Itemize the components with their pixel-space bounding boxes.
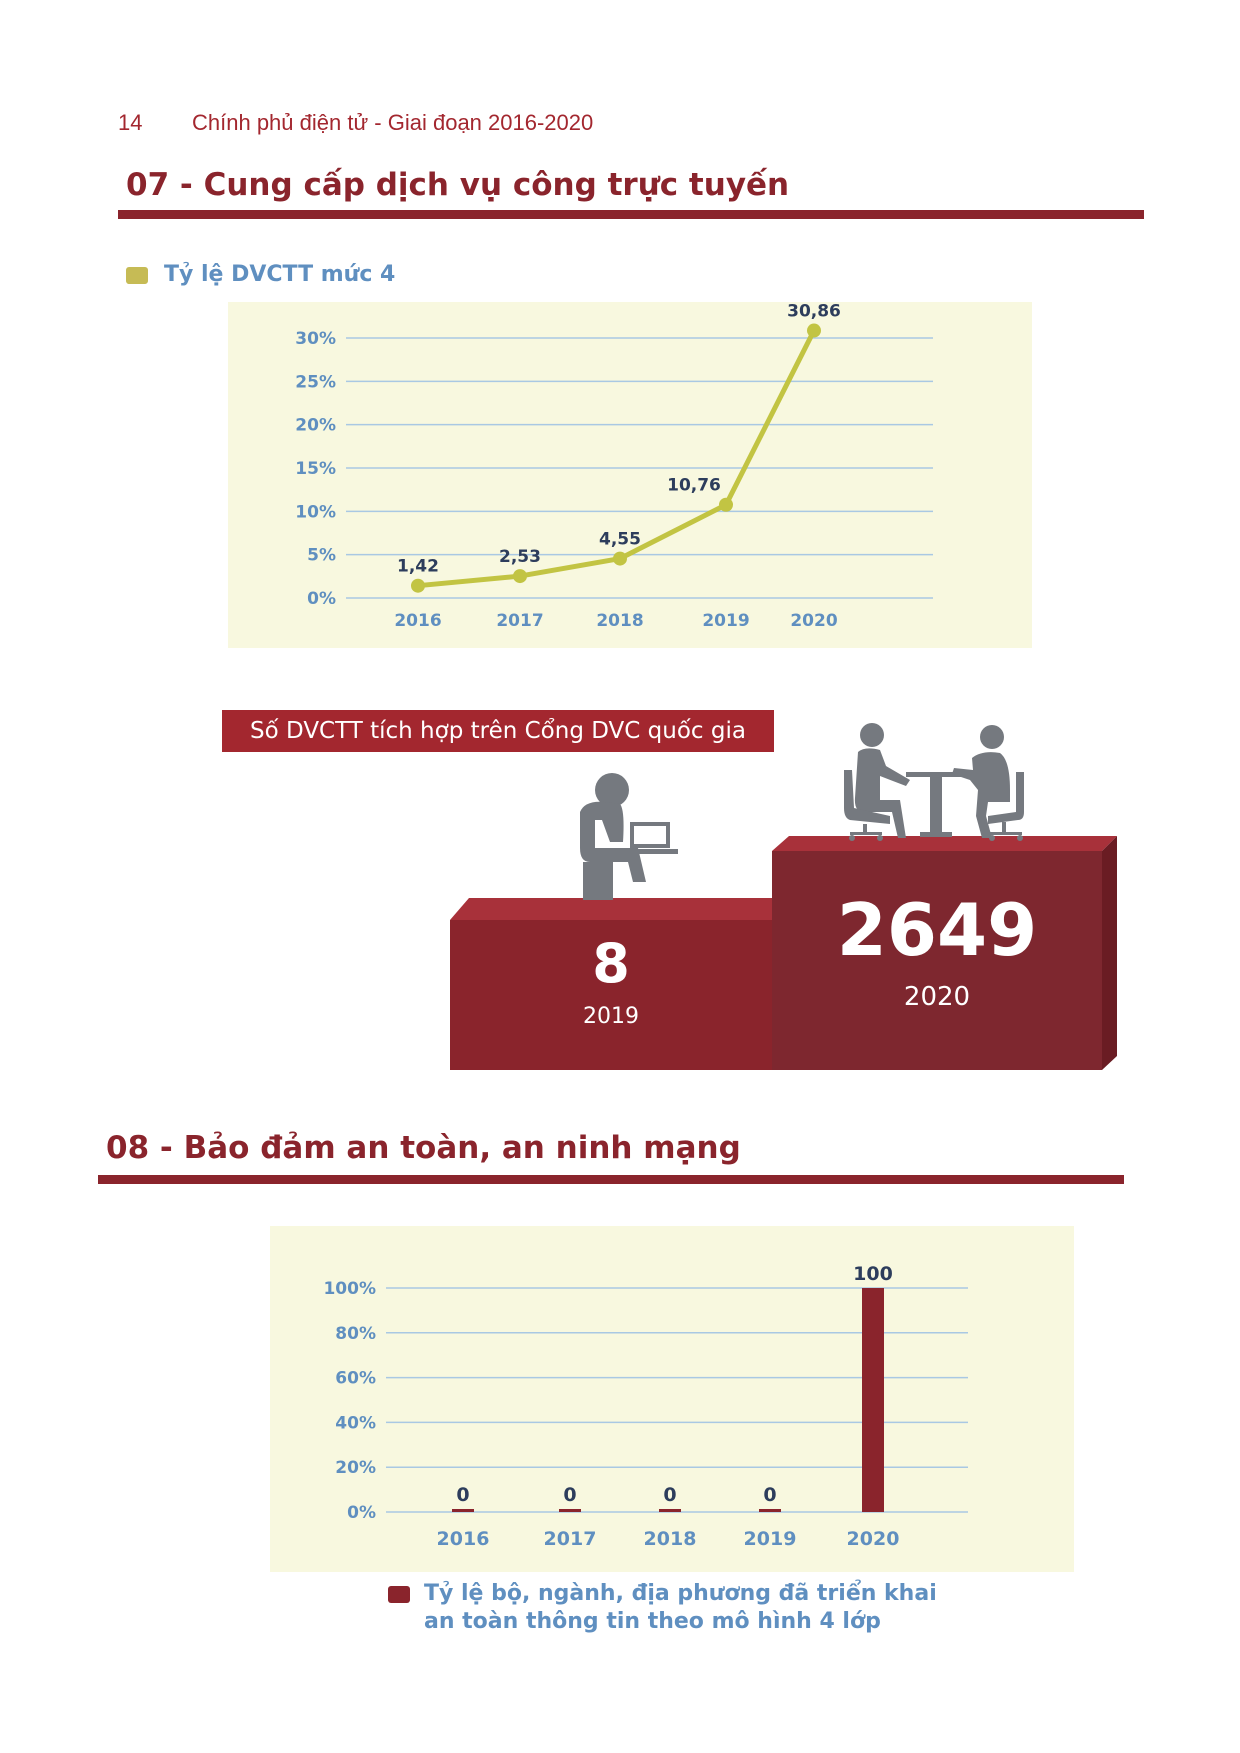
line-chart-x-tick: 2020 xyxy=(790,611,837,631)
bar-chart-y-tick: 80% xyxy=(335,1324,376,1344)
bar-chart-data-label: 0 xyxy=(663,1484,676,1506)
line-chart-x-tick: 2016 xyxy=(394,611,441,631)
bar-chart-data-label: 0 xyxy=(563,1484,576,1506)
legend-swatch xyxy=(126,266,148,284)
bar-chart-data-label: 0 xyxy=(456,1484,469,1506)
document-title: Chính phủ điện tử - Giai đoạn 2016-2020 xyxy=(192,110,594,135)
line-chart-data-label: 10,76 xyxy=(667,476,721,496)
bar-chart-x-tick: 2020 xyxy=(847,1528,900,1550)
line-chart-data-label: 4,55 xyxy=(599,530,641,550)
line-chart-background xyxy=(228,302,1032,648)
line-chart-y-tick: 5% xyxy=(307,546,336,566)
podium-left-top xyxy=(450,898,772,920)
podium-2020-year: 2020 xyxy=(903,982,971,1012)
podium-right-top xyxy=(772,836,1117,851)
line-chart-y-tick: 0% xyxy=(307,589,336,609)
podium-graphic xyxy=(450,723,1117,1070)
page-number: 14 xyxy=(118,110,143,135)
bar-chart-y-tick: 0% xyxy=(347,1503,376,1523)
line-chart-point xyxy=(807,323,821,338)
podium-left-block xyxy=(450,920,772,1070)
bar-chart-bar xyxy=(559,1509,581,1512)
line-chart-legend: Tỷ lệ DVCTT mức 4 xyxy=(126,262,395,287)
bar-chart-bar xyxy=(759,1509,781,1512)
podium-right-block xyxy=(772,851,1102,1070)
bar-chart: 0% 20% 40% 60% 80% 100% 2016 2017 2018 2019 2020 0 0… xyxy=(323,1263,968,1550)
bar-chart-bar xyxy=(862,1288,884,1512)
line-chart-y-tick: 25% xyxy=(295,372,336,392)
bar-chart-background xyxy=(270,1226,1074,1572)
podium-2019-value: 8 xyxy=(592,932,630,995)
bar-chart-legend-line-2: an toàn thông tin theo mô hình 4 lớp xyxy=(424,1609,881,1634)
bar-chart-data-label: 100 xyxy=(853,1263,893,1285)
podium-2019-year: 2019 xyxy=(583,1004,639,1029)
line-chart-data-label: 2,53 xyxy=(499,547,541,567)
line-chart-legend-label: Tỷ lệ DVCTT mức 4 xyxy=(164,262,396,287)
line-chart-y-tick: 20% xyxy=(295,416,336,436)
podium-right-side xyxy=(1102,836,1117,1070)
podium-2020-value: 2649 xyxy=(836,888,1038,972)
line-chart-point xyxy=(411,578,425,593)
podium-title-badge: Số DVCTT tích hợp trên Cổng DVC quốc gia xyxy=(222,710,774,752)
section-07-title: 07 - Cung cấp dịch vụ công trực tuyến xyxy=(126,167,790,203)
line-chart-point xyxy=(513,569,527,584)
bar-chart-y-tick: 20% xyxy=(335,1458,376,1478)
bar-chart-x-tick: 2016 xyxy=(437,1528,490,1550)
person-at-computer-icon xyxy=(580,773,678,900)
legend-swatch xyxy=(388,1586,410,1603)
line-chart-data-label: 30,86 xyxy=(787,302,841,322)
two-people-meeting-icon xyxy=(844,723,1024,841)
line-chart-x-tick: 2019 xyxy=(702,611,749,631)
bar-chart-legend-line-1: Tỷ lệ bộ, ngành, địa phương đã triển kha… xyxy=(424,1581,937,1606)
bar-chart-data-label: 0 xyxy=(763,1484,776,1506)
line-chart-y-tick: 15% xyxy=(295,459,336,479)
line-chart-data-label: 1,42 xyxy=(397,557,439,577)
line-chart: 0% 5% 10% 15% 20% 25% 30% 2016 2017 2018 2019 2020 1… xyxy=(295,302,933,631)
line-chart-x-tick: 2017 xyxy=(496,611,543,631)
bar-chart-y-tick: 40% xyxy=(335,1413,376,1433)
line-chart-y-tick: 30% xyxy=(295,329,336,349)
section-08-rule xyxy=(98,1175,1124,1184)
page-header: 14 Chính phủ điện tử - Giai đoạn 2016-202… xyxy=(118,110,593,136)
line-chart-point xyxy=(613,551,627,566)
bar-chart-y-tick: 60% xyxy=(335,1369,376,1389)
bar-chart-y-tick: 100% xyxy=(323,1279,376,1299)
section-07-rule xyxy=(118,210,1144,219)
line-chart-point xyxy=(719,497,733,512)
bar-chart-x-tick: 2019 xyxy=(744,1528,797,1550)
line-chart-x-tick: 2018 xyxy=(596,611,643,631)
line-chart-y-tick: 10% xyxy=(295,502,336,522)
bar-chart-x-tick: 2018 xyxy=(644,1528,697,1550)
bar-chart-legend: Tỷ lệ bộ, ngành, địa phương đã triển kha… xyxy=(388,1580,937,1636)
bar-chart-x-tick: 2017 xyxy=(544,1528,597,1550)
bar-chart-bar xyxy=(659,1509,681,1512)
bar-chart-bar xyxy=(452,1509,474,1512)
section-08-title: 08 - Bảo đảm an toàn, an ninh mạng xyxy=(106,1130,741,1166)
